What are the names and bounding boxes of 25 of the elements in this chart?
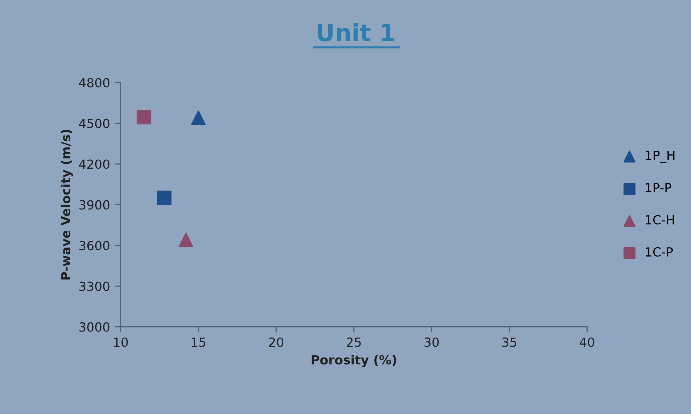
point [157, 190, 172, 206]
x-tick-label: 20 [269, 338, 284, 348]
x-tick-label: 25 [347, 338, 361, 348]
x-tick-label: 40 [580, 338, 594, 348]
x-tick-label: 35 [502, 338, 516, 348]
y-tick-label: 3600 [80, 241, 110, 251]
y-tick-label: 4200 [79, 160, 110, 170]
y-tick-label: 3000 [80, 322, 110, 332]
y-tick-label: 3300 [80, 282, 110, 292]
y-tick-label: 3900 [80, 200, 110, 210]
x-tick-label: 15 [192, 338, 206, 348]
legend-label: 1P-P [646, 183, 672, 193]
chart-title: Unit 1 [318, 23, 394, 42]
y-tick-label: 4500 [79, 118, 110, 128]
x-tick-label: 10 [114, 338, 128, 348]
y-tick-label: 4800 [79, 78, 110, 88]
point [191, 110, 206, 126]
x-tick-label: 30 [424, 338, 439, 348]
point [136, 110, 152, 125]
legend-label: 1P_H [646, 150, 675, 164]
y-axis-title: P-wave Velocity (m/s) [60, 130, 74, 280]
legend-label: 1C-H [646, 215, 674, 225]
legend-label: 1C-P [646, 247, 674, 257]
x-axis-title: Porosity (%) [312, 355, 396, 368]
point [178, 232, 194, 248]
